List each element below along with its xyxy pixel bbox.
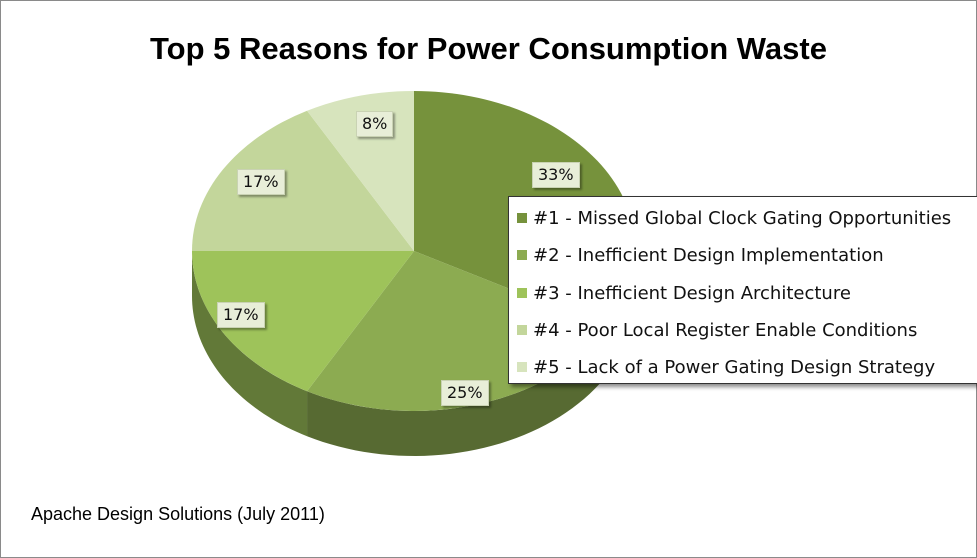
legend-swatch-5 <box>517 362 527 372</box>
legend-label-4: #4 - Poor Local Register Enable Conditio… <box>533 320 918 341</box>
pie-side-2 <box>307 328 609 456</box>
legend-label-1: #1 - Missed Global Clock Gating Opportun… <box>533 208 952 229</box>
source-note: Apache Design Solutions (July 2011) <box>31 504 325 524</box>
data-label-slice-1: 33% <box>532 162 580 188</box>
legend-swatch-2 <box>517 250 527 260</box>
pie-side-3 <box>192 251 308 437</box>
legend-label-2: #2 - Inefficient Design Implementation <box>533 245 884 266</box>
data-label-slice-5: 8% <box>356 111 394 137</box>
legend-item-1: #1 - Missed Global Clock Gating Opportun… <box>517 204 951 234</box>
data-label-slice-2: 25% <box>441 380 489 406</box>
data-label-slice-3: 17% <box>217 302 265 328</box>
legend-item-2: #2 - Inefficient Design Implementation <box>517 241 884 271</box>
legend-label-3: #3 - Inefficient Design Architecture <box>533 283 851 304</box>
chart-title: Top 5 Reasons for Power Consumption Wast… <box>150 31 827 66</box>
legend-label-5: #5 - Lack of a Power Gating Design Strat… <box>533 357 936 378</box>
data-label-slice-4: 17% <box>237 169 285 195</box>
pie-slice-4 <box>192 110 414 251</box>
legend-item-4: #4 - Poor Local Register Enable Conditio… <box>517 316 917 346</box>
legend-swatch-4 <box>517 325 527 335</box>
pie-slice-3 <box>192 251 414 392</box>
legend: #1 - Missed Global Clock Gating Opportun… <box>508 196 977 384</box>
legend-item-5: #5 - Lack of a Power Gating Design Strat… <box>517 353 935 383</box>
legend-item-3: #3 - Inefficient Design Architecture <box>517 279 851 309</box>
legend-swatch-3 <box>517 288 527 298</box>
legend-swatch-1 <box>517 213 527 223</box>
